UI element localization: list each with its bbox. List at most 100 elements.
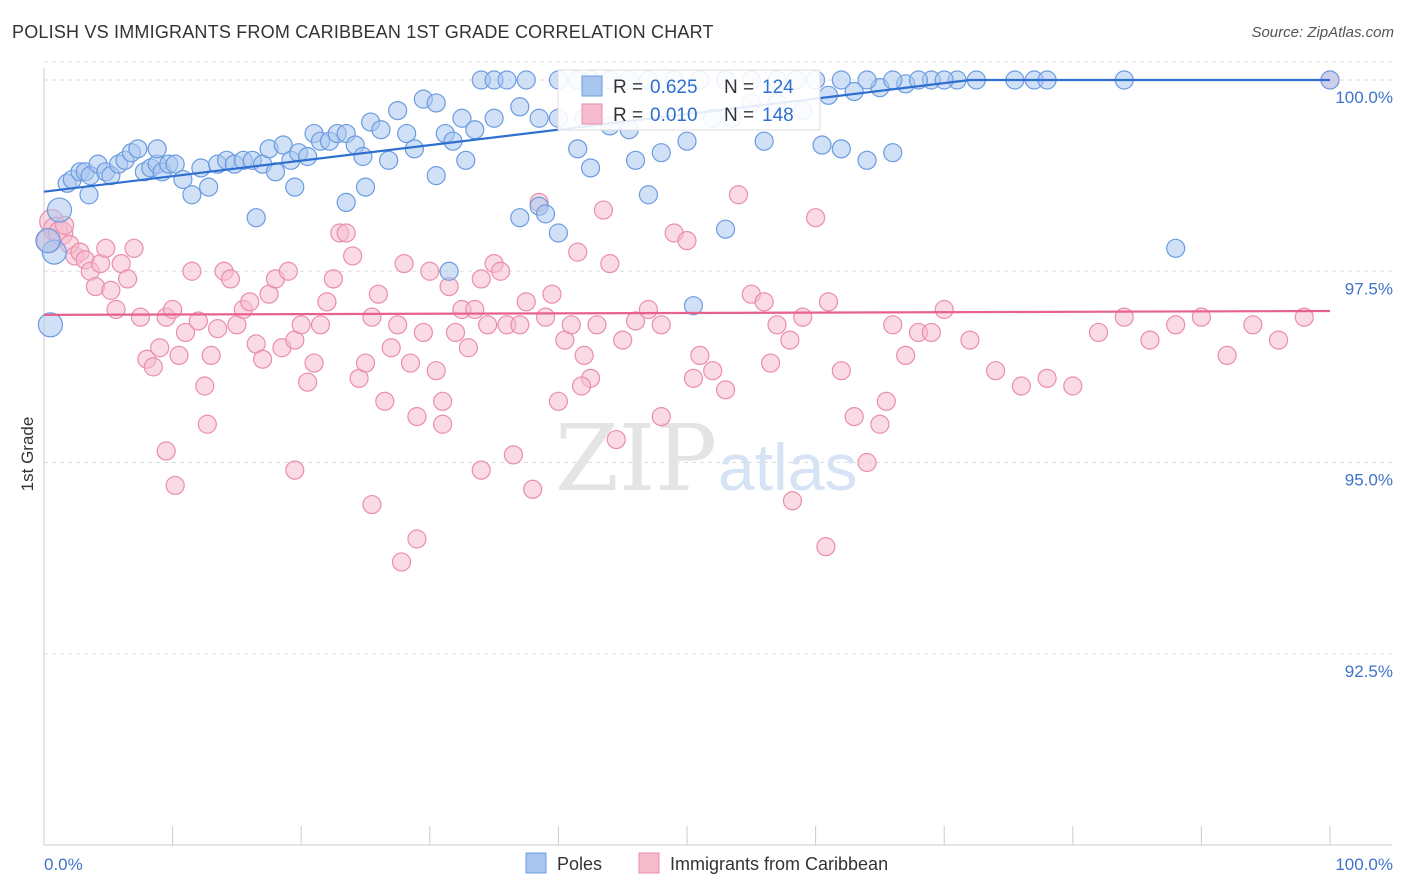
point-caribbean: [368, 284, 388, 304]
x-tick-label-end: 100.0%: [1335, 855, 1393, 874]
legend-n-label-1: N =: [724, 77, 754, 98]
point-caribbean: [767, 315, 787, 335]
point-caribbean: [600, 254, 620, 274]
point-caribbean: [201, 345, 221, 365]
point-caribbean: [690, 345, 710, 365]
point-caribbean: [433, 391, 453, 411]
point-caribbean: [471, 460, 491, 480]
point-caribbean: [208, 319, 228, 339]
point-caribbean: [715, 380, 736, 400]
point-poles: [715, 219, 736, 239]
point-caribbean: [1088, 322, 1109, 343]
point-caribbean: [407, 407, 427, 427]
point-poles: [439, 261, 459, 281]
point-poles: [883, 70, 903, 90]
point-caribbean: [1037, 368, 1057, 388]
point-poles: [908, 70, 929, 90]
point-caribbean: [548, 391, 569, 411]
point-poles: [683, 296, 704, 316]
point-poles: [857, 70, 877, 90]
point-caribbean: [1191, 307, 1212, 327]
point-caribbean: [291, 315, 311, 335]
point-poles: [379, 150, 399, 170]
point-poles: [128, 139, 148, 159]
point-poles: [426, 166, 446, 186]
watermark-atlas: atlas: [718, 430, 857, 504]
point-poles: [812, 135, 832, 155]
point-poles: [883, 143, 903, 163]
point-caribbean: [381, 338, 401, 358]
point-caribbean: [156, 441, 176, 461]
point-caribbean: [471, 269, 491, 289]
point-caribbean: [593, 200, 614, 220]
point-caribbean: [960, 330, 980, 350]
point-poles: [355, 177, 376, 197]
point-caribbean: [388, 315, 408, 335]
point-caribbean: [407, 529, 427, 549]
point-caribbean: [323, 269, 343, 289]
point-caribbean: [298, 372, 318, 392]
point-caribbean: [182, 261, 202, 281]
point-caribbean: [1140, 330, 1160, 350]
point-poles: [246, 208, 266, 228]
point-caribbean: [816, 537, 836, 557]
point-poles: [857, 150, 877, 170]
point-caribbean: [317, 292, 337, 312]
point-caribbean: [124, 238, 144, 258]
point-caribbean: [96, 238, 116, 258]
point-caribbean: [362, 307, 382, 327]
point-caribbean: [117, 269, 138, 289]
bottom-legend-swatch-caribbean: [638, 852, 660, 874]
point-caribbean: [394, 254, 414, 274]
point-caribbean: [1294, 307, 1314, 327]
point-caribbean: [503, 445, 523, 465]
point-poles: [516, 70, 536, 90]
chart-title: POLISH VS IMMIGRANTS FROM CARIBBEAN 1ST …: [12, 22, 714, 42]
point-poles: [465, 120, 485, 140]
point-poles: [497, 70, 517, 90]
point-caribbean: [921, 322, 941, 343]
point-caribbean: [638, 299, 659, 320]
point-poles: [754, 131, 774, 151]
point-caribbean: [844, 407, 864, 427]
point-caribbean: [754, 292, 774, 312]
point-poles: [285, 177, 305, 197]
point-poles: [1166, 238, 1186, 258]
x-tick-label-start: 0.0%: [44, 855, 83, 874]
point-caribbean: [1011, 376, 1031, 396]
axes-layer: [43, 68, 1392, 846]
point-caribbean: [478, 315, 498, 335]
legend-r-label-2: R =: [613, 105, 643, 126]
point-caribbean: [516, 292, 536, 312]
point-caribbean: [220, 269, 241, 289]
point-caribbean: [400, 353, 421, 373]
point-poles: [831, 70, 851, 90]
point-caribbean: [625, 311, 646, 331]
point-poles: [452, 108, 472, 128]
point-caribbean: [1243, 315, 1263, 335]
point-poles: [568, 139, 588, 159]
point-caribbean: [1063, 376, 1083, 396]
point-poles: [510, 97, 530, 117]
point-caribbean: [106, 299, 126, 320]
point-poles: [580, 158, 601, 178]
point-caribbean: [188, 311, 208, 331]
point-poles: [35, 228, 61, 254]
point-caribbean: [523, 479, 543, 499]
point-poles: [199, 177, 219, 197]
point-caribbean: [1166, 315, 1186, 335]
y-tick-label: 92.5%: [1345, 662, 1393, 681]
point-caribbean: [490, 261, 511, 281]
point-caribbean: [883, 315, 903, 335]
point-caribbean: [143, 357, 163, 377]
legend-r-label-1: R =: [613, 77, 643, 98]
point-poles: [388, 100, 408, 121]
point-caribbean: [310, 315, 331, 335]
point-caribbean: [362, 494, 382, 515]
y-tick-label: 100.0%: [1335, 88, 1393, 107]
point-poles: [336, 192, 356, 212]
point-caribbean: [782, 491, 803, 511]
point-caribbean: [253, 349, 273, 369]
bottom-legend-label-poles: Poles: [557, 854, 602, 874]
